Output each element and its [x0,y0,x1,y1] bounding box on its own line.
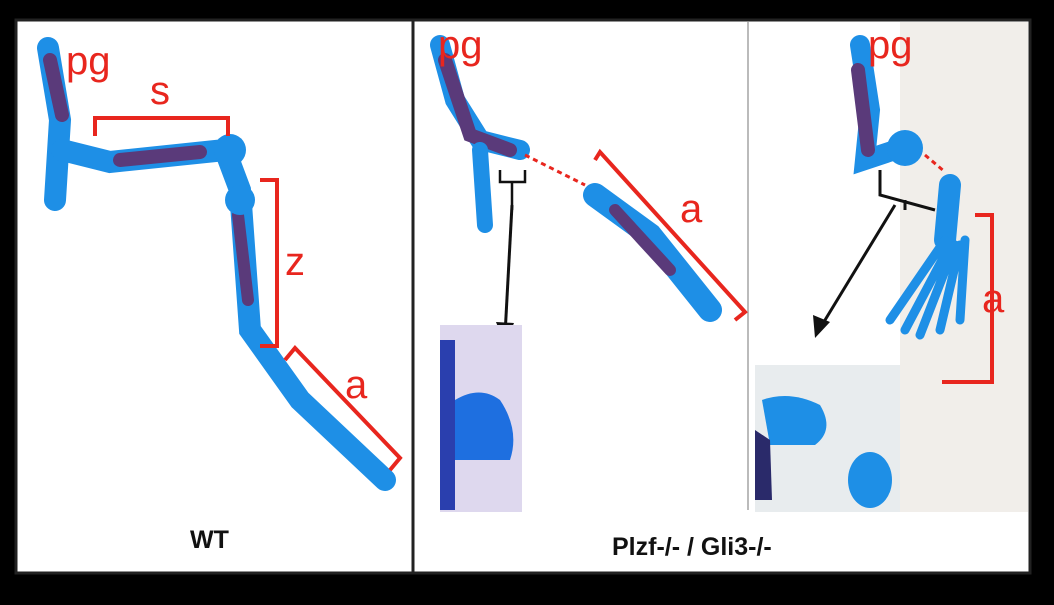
figure: pg s z a WT pg a pg a Plzf- [0,0,1054,605]
joint [214,134,246,166]
bone [120,152,200,160]
bone [858,70,868,150]
page: pg s z a WT pg a pg a Plzf- [0,0,1054,605]
bone [480,150,485,225]
label: pg [868,23,913,67]
joint [225,185,255,215]
label: a [982,277,1005,321]
label: z [285,240,305,284]
label: s [150,69,170,113]
caption: Plzf-/- / Gli3-/- [612,533,772,561]
inset-bone [440,340,455,510]
label: pg [66,39,111,83]
label: a [345,363,368,407]
caption: WT [190,526,229,554]
inset-bone [755,430,772,500]
bone [945,185,950,240]
label: pg [438,23,483,67]
label: a [680,187,703,231]
inset-bone [848,452,892,508]
joint [887,130,923,166]
